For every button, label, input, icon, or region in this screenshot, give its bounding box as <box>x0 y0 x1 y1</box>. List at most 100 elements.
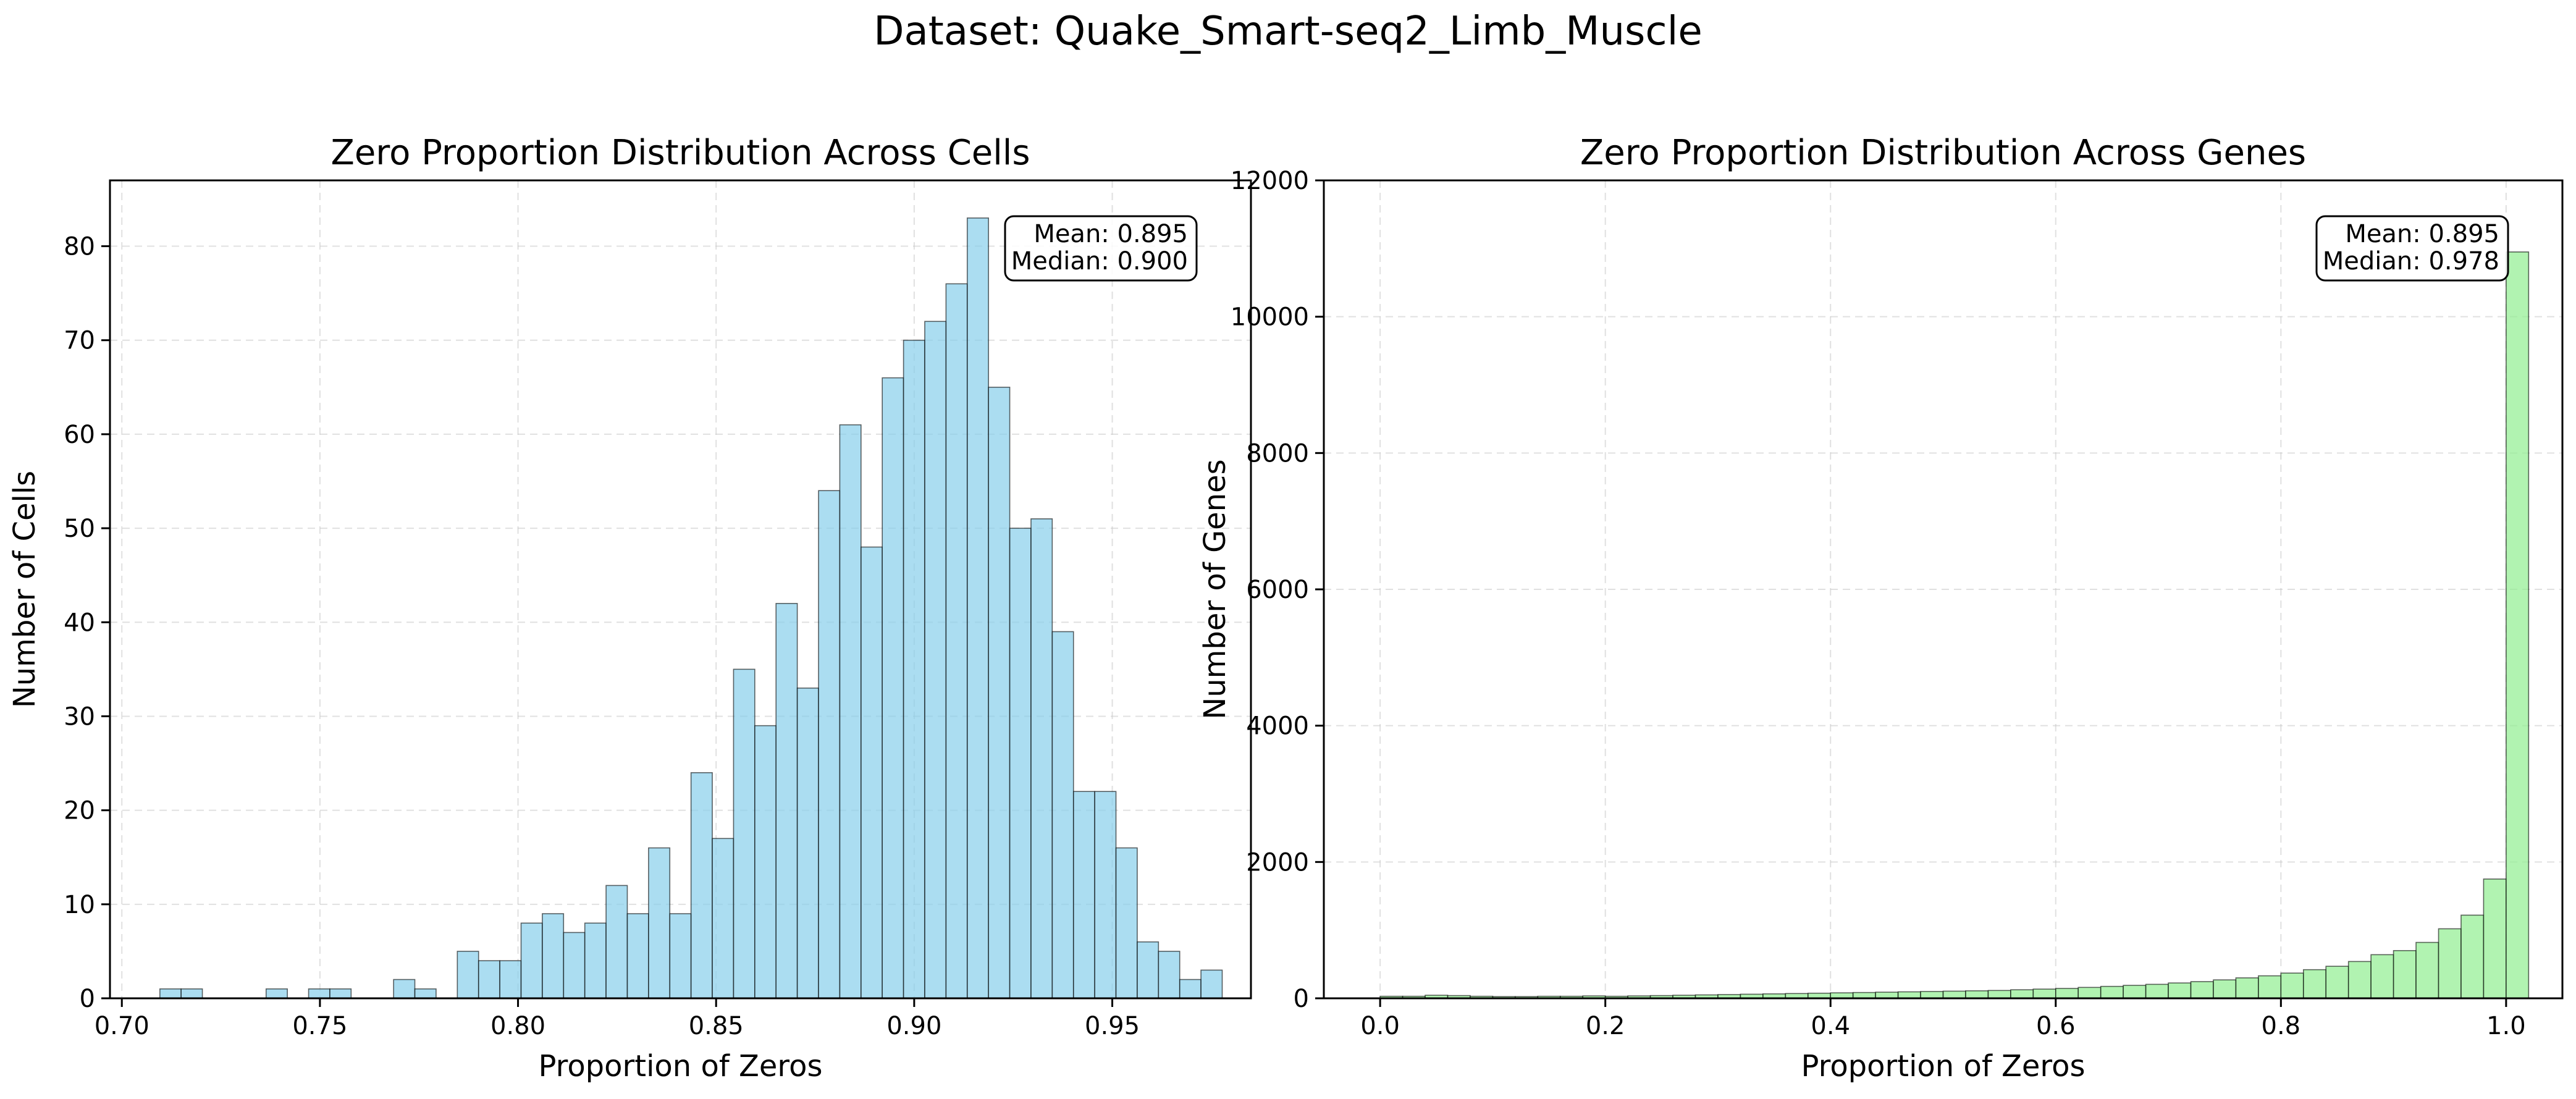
histogram-bar <box>2347 961 2372 999</box>
histogram-bar <box>626 913 649 999</box>
histogram-bar <box>796 687 819 999</box>
histogram-bar <box>2258 975 2282 999</box>
histogram-bar <box>2077 987 2102 999</box>
histogram-bar <box>1897 991 1921 999</box>
median-label: Median: 0.978 <box>2323 247 2499 276</box>
chart-title: Zero Proportion Distribution Across Gene… <box>1580 133 2306 173</box>
histogram-bar <box>308 988 330 999</box>
y-tick-label: 70 <box>64 327 95 355</box>
histogram-bar <box>1987 990 2011 999</box>
histogram-bar <box>2168 982 2192 999</box>
x-tick-label: 0.75 <box>292 1012 347 1040</box>
histogram-bar <box>499 960 522 999</box>
x-tick-label: 0.2 <box>1586 1012 1625 1040</box>
histogram-bar <box>1200 969 1223 999</box>
histogram-bar <box>520 922 543 999</box>
histogram-bar <box>2055 988 2079 999</box>
y-tick-label: 0 <box>80 985 95 1013</box>
histogram-bar <box>2460 914 2485 999</box>
histogram-bar <box>2010 989 2034 999</box>
histogram-bar <box>2032 988 2056 999</box>
stats-box <box>1004 215 1198 282</box>
histogram-bar <box>882 377 904 999</box>
histogram-bar <box>478 960 500 999</box>
y-tick-label: 60 <box>64 421 95 449</box>
histogram-bar <box>839 424 862 999</box>
median-label: Median: 0.900 <box>1011 247 1188 276</box>
x-tick-label: 0.0 <box>1360 1012 1400 1040</box>
histogram-bar <box>1965 990 1989 999</box>
histogram-bar <box>669 913 692 999</box>
histogram-bar <box>2280 972 2304 999</box>
axes-frame <box>109 179 1252 1000</box>
x-tick-label: 0.70 <box>95 1012 149 1040</box>
histogram-bar <box>2302 969 2327 999</box>
histogram-bar <box>2100 985 2124 999</box>
histogram-bar <box>1158 951 1181 999</box>
x-tick-label: 0.95 <box>1085 1012 1140 1040</box>
y-tick-label: 30 <box>64 702 95 731</box>
histogram-bar <box>1009 528 1032 999</box>
histogram-bar <box>457 951 479 999</box>
histogram-bar <box>1030 518 1053 999</box>
histogram-bar <box>2213 979 2237 999</box>
histogram-bar <box>2123 985 2147 999</box>
histogram-bar <box>393 979 416 999</box>
histogram-bar <box>1051 631 1074 999</box>
y-tick-label: 80 <box>64 233 95 261</box>
x-tick-label: 0.80 <box>490 1012 545 1040</box>
y-axis-label: Number of Cells <box>7 471 42 708</box>
chart-genes: 0.0 0.2 0.4 0.6 0.8 1.0 0 2000 4000 6000 8000 10000… <box>1198 133 2564 1084</box>
y-tick-label: 20 <box>64 797 95 825</box>
y-tick-label: 10 <box>64 891 95 919</box>
histogram-bar <box>2393 950 2417 999</box>
y-tick-label: 0 <box>1294 985 1309 1013</box>
y-tick-label: 40 <box>64 608 95 637</box>
y-tick-label: 50 <box>64 515 95 543</box>
histogram-bar <box>605 885 628 999</box>
histogram-bar <box>159 988 182 999</box>
histogram-bar <box>1115 847 1138 999</box>
x-tick-label: 0.8 <box>2262 1012 2301 1040</box>
histogram-bar <box>988 387 1011 999</box>
y-axis-label: Number of Genes <box>1198 459 1232 719</box>
y-tick-label: 4000 <box>1246 712 1309 741</box>
mean-label: Mean: 0.895 <box>1033 220 1188 248</box>
histogram-bar <box>414 988 437 999</box>
histogram-bar <box>2190 981 2214 999</box>
histogram-bar <box>690 772 713 999</box>
histogram-bar <box>775 603 798 999</box>
histogram-bar <box>945 283 968 999</box>
mean-label: Mean: 0.895 <box>2345 220 2499 248</box>
histogram-bar <box>329 988 352 999</box>
histogram-bar <box>2438 928 2462 999</box>
histogram-bar <box>265 988 288 999</box>
histogram-bar <box>1179 979 1202 999</box>
y-tick-label: 12000 <box>1231 167 1309 195</box>
histogram-bar <box>712 838 734 999</box>
stats-box <box>2315 215 2509 282</box>
histogram-bar <box>903 339 925 999</box>
x-tick-label: 0.6 <box>2036 1012 2076 1040</box>
histogram-bar <box>2506 251 2530 999</box>
histogram-bar <box>584 922 607 999</box>
histogram-bar <box>2325 966 2349 999</box>
histogram-bar <box>1942 990 1966 999</box>
histogram-bar <box>754 725 777 999</box>
histogram-bar <box>733 668 756 999</box>
histogram-bar <box>2370 954 2394 999</box>
histogram-bar <box>563 932 586 999</box>
figure-suptitle: Dataset: Quake_Smart-seq2_Limb_Muscle <box>873 9 1702 54</box>
histogram-bar <box>2235 977 2259 999</box>
chart-title: Zero Proportion Distribution Across Cell… <box>330 133 1030 173</box>
histogram-bar <box>1072 791 1095 999</box>
chart-cells: 0.70 0.75 0.80 0.85 0.90 0.95 0 10 20 30 40 50 60 70 8… <box>7 133 1252 1084</box>
y-tick-label: 8000 <box>1246 439 1309 468</box>
histogram-bar <box>924 321 947 999</box>
histogram-bar <box>818 490 841 999</box>
y-tick-label: 2000 <box>1246 848 1309 877</box>
histogram-bar <box>2483 878 2507 999</box>
histogram-bar <box>861 546 883 999</box>
x-axis-label: Proportion of Zeros <box>539 1049 823 1084</box>
